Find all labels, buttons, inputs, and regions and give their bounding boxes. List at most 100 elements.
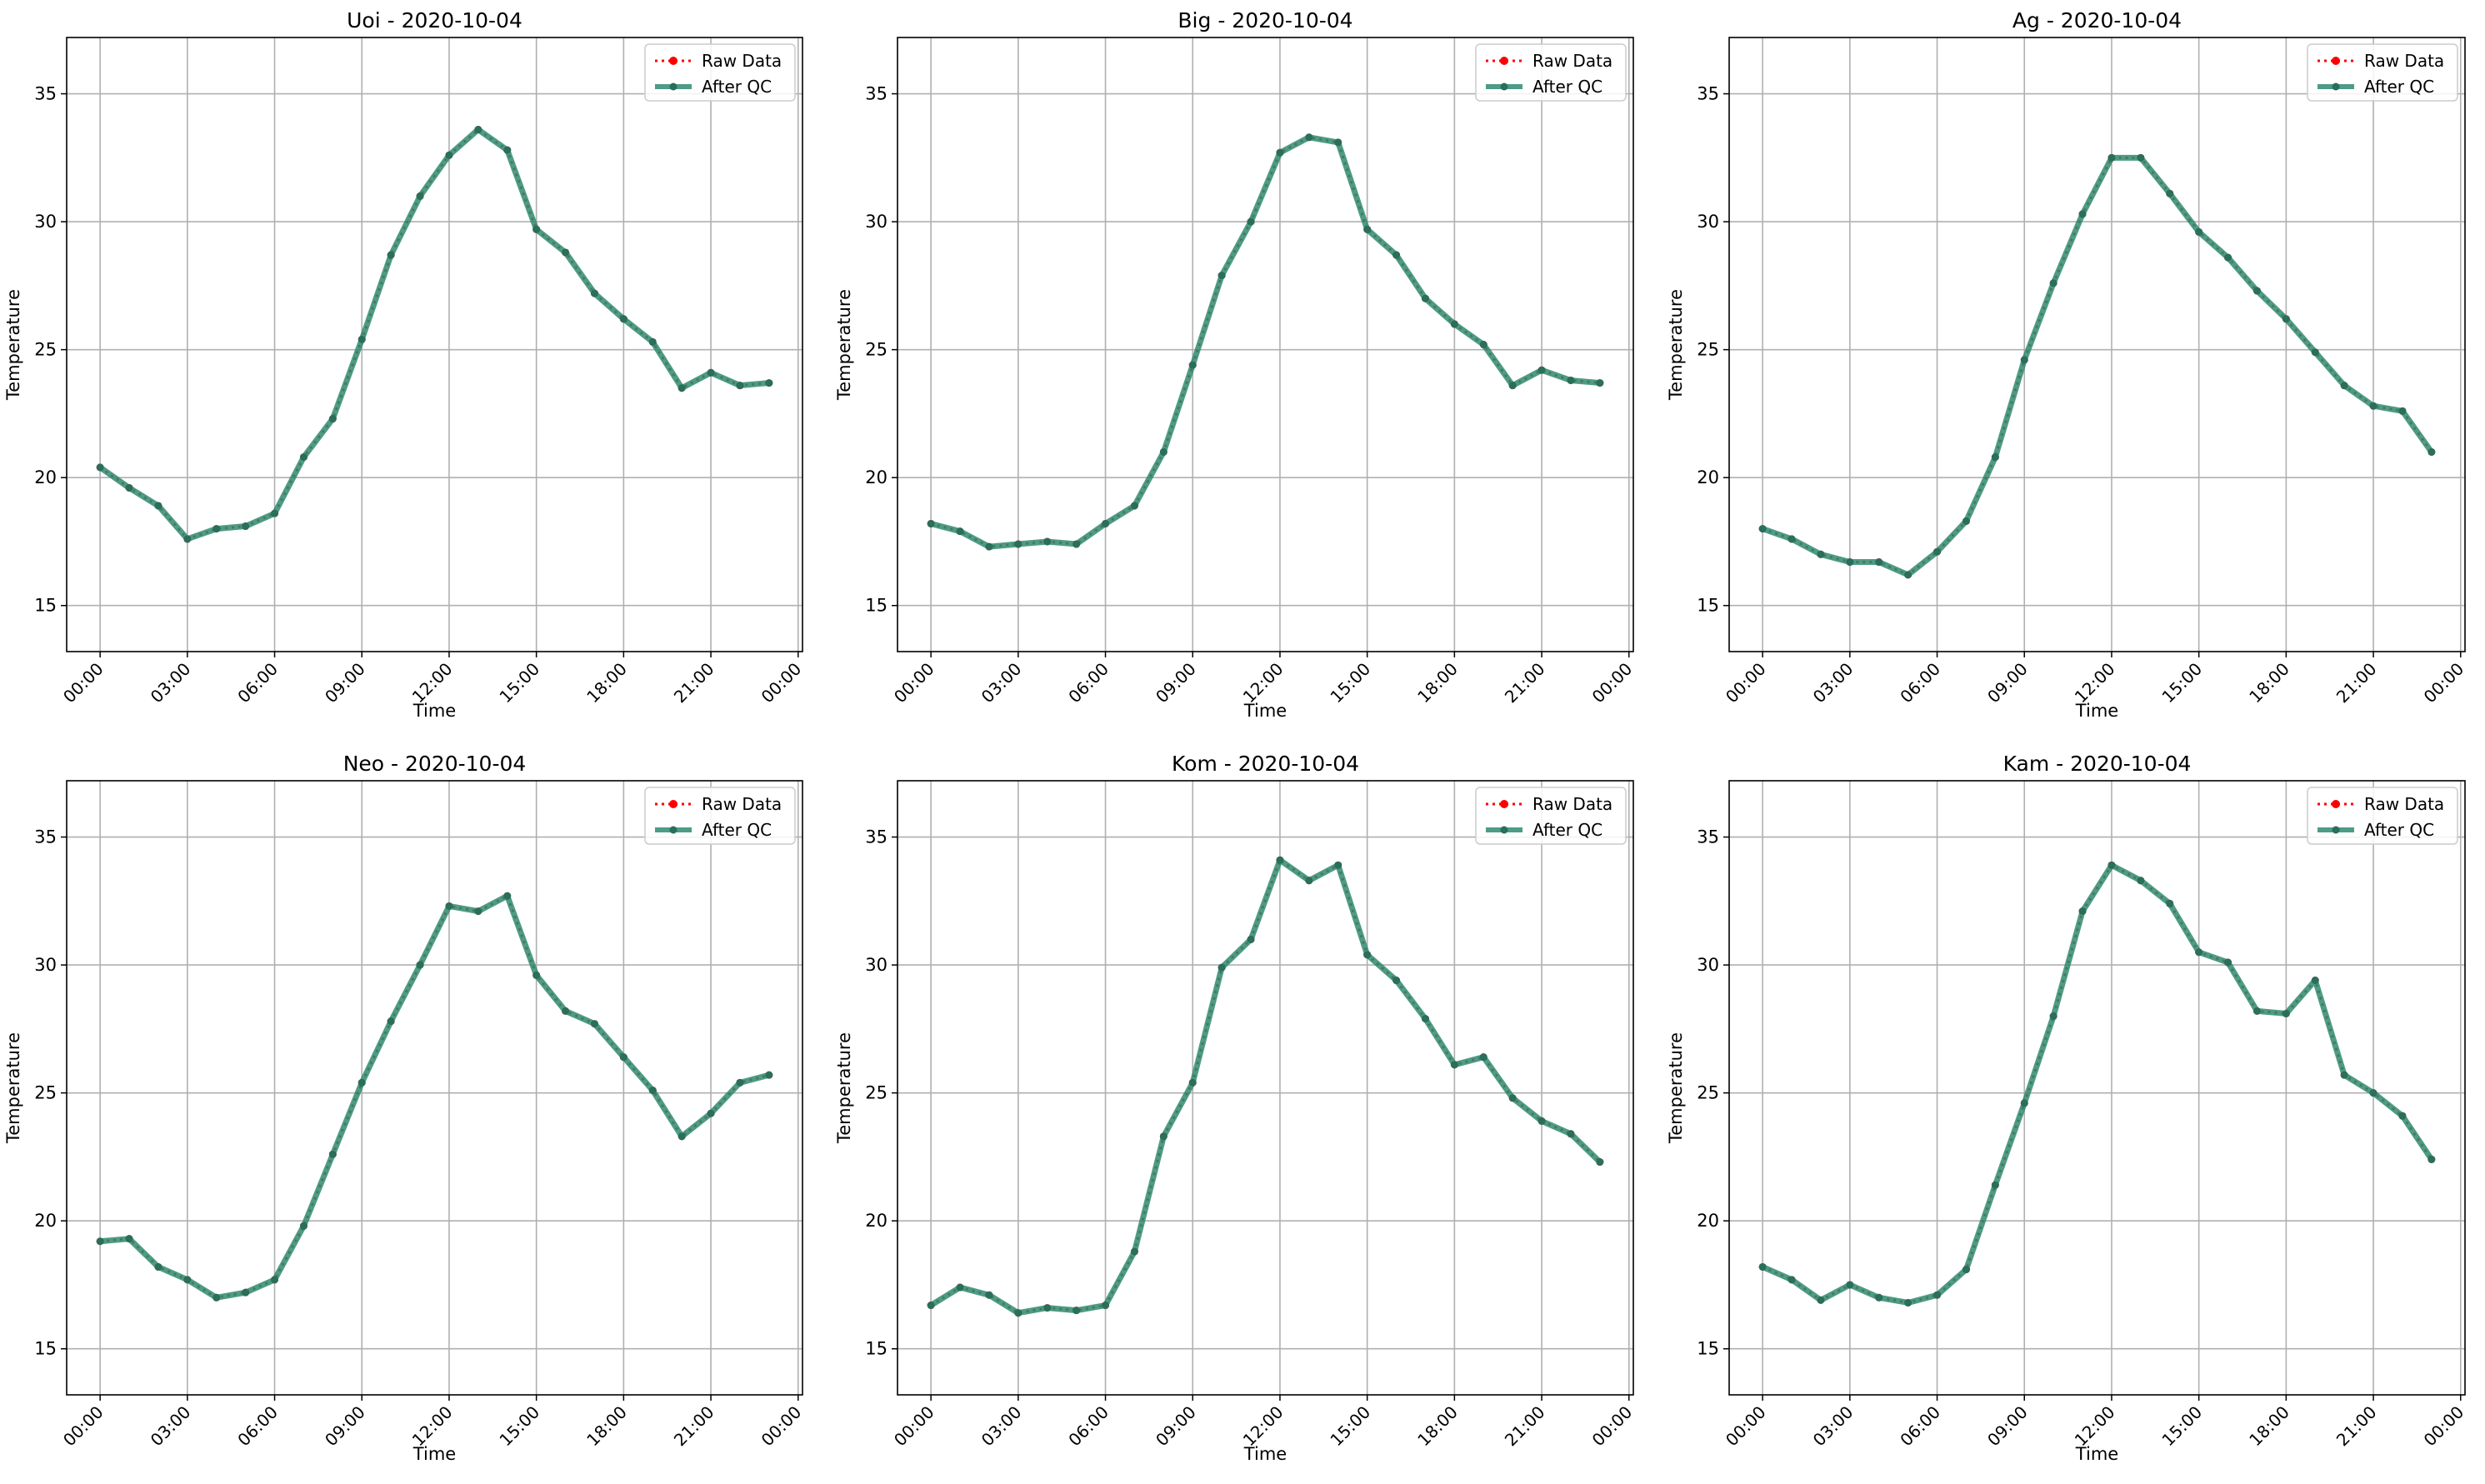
- y-tick-label: 25: [1697, 340, 1719, 360]
- y-tick-label: 35: [865, 827, 888, 847]
- legend: Raw Data After QC: [644, 787, 796, 845]
- after-qc-point: [2020, 1099, 2028, 1107]
- y-tick-label: 15: [865, 596, 888, 616]
- after-qc-point: [1904, 1298, 1912, 1307]
- after-qc-point: [2311, 977, 2319, 985]
- subplot-0: 00:00 03:00 06:00 09:00 12:00 15:00 18:00 21:00…: [3, 8, 805, 721]
- after-qc-point: [271, 1276, 279, 1284]
- after-qc-point: [707, 1109, 715, 1117]
- y-axis-label: Temperature: [3, 289, 23, 401]
- after-qc-point: [503, 892, 512, 900]
- x-tick-label: 06:00: [233, 1402, 282, 1451]
- x-tick-label: 21:00: [1501, 1402, 1549, 1451]
- y-axis-label: Temperature: [1666, 289, 1686, 401]
- legend-raw-marker: [1500, 800, 1508, 808]
- after-qc-point: [474, 907, 482, 916]
- axes-frame: [66, 37, 803, 652]
- x-tick-label: 15:00: [2158, 659, 2206, 707]
- after-qc-point: [96, 1237, 104, 1246]
- after-qc-point: [1014, 1309, 1022, 1317]
- after-qc-point: [2369, 1089, 2378, 1097]
- x-tick-label: 00:00: [1722, 1402, 1770, 1451]
- after-qc-point: [1758, 525, 1767, 533]
- after-qc-point: [2398, 1112, 2407, 1120]
- after-qc-point: [956, 527, 964, 536]
- x-tick-label: 00:00: [890, 659, 938, 707]
- after-qc-point: [1933, 547, 1942, 556]
- x-tick-label: 09:00: [1983, 659, 2032, 707]
- after-qc-point: [474, 126, 482, 134]
- x-tick-label: 09:00: [321, 659, 369, 707]
- subplot-title: Kom - 2020-10-04: [1172, 752, 1359, 776]
- legend-raw-label: Raw Data: [2364, 794, 2444, 814]
- after-qc-point: [532, 971, 541, 979]
- legend-raw-label: Raw Data: [1532, 794, 1612, 814]
- after-qc-point: [154, 1262, 162, 1271]
- after-qc-point: [1276, 856, 1284, 864]
- x-tick-label: 15:00: [1326, 659, 1374, 707]
- after-qc-point: [96, 463, 104, 472]
- after-qc-point: [1334, 138, 1342, 147]
- after-qc-point: [183, 1276, 192, 1284]
- after-qc-point: [2108, 153, 2116, 162]
- after-qc-point: [125, 1235, 133, 1243]
- legend-qc-label: After QC: [702, 77, 772, 97]
- axes-frame: [1728, 37, 2466, 652]
- x-tick-label: 15:00: [495, 659, 543, 707]
- y-axis-label: Temperature: [1666, 1032, 1686, 1144]
- after-qc-point: [2166, 189, 2174, 197]
- after-qc-point: [503, 146, 512, 154]
- after-qc-point: [1247, 935, 1255, 943]
- axes-frame: [1728, 780, 2466, 1396]
- after-qc-point: [2166, 899, 2174, 907]
- x-tick-label: 09:00: [321, 1402, 369, 1451]
- after-qc-point: [2282, 1009, 2290, 1017]
- after-qc-point: [1392, 251, 1401, 259]
- after-qc-point: [2078, 907, 2087, 916]
- after-qc-point: [985, 542, 993, 551]
- y-tick-label: 30: [1697, 212, 1719, 232]
- legend-qc-marker: [1500, 826, 1508, 834]
- y-tick-label: 30: [865, 955, 888, 975]
- after-qc-point: [1188, 361, 1197, 369]
- after-qc-point: [1130, 502, 1138, 510]
- x-tick-label: 18:00: [2245, 1402, 2293, 1451]
- after-qc-point: [736, 382, 744, 390]
- after-qc-point: [1363, 225, 1372, 233]
- after-qc-point: [678, 384, 686, 392]
- x-tick-label: 21:00: [670, 659, 718, 707]
- after-qc-point: [1817, 1296, 1825, 1304]
- after-qc-point: [1159, 447, 1168, 456]
- x-tick-label: 06:00: [233, 659, 282, 707]
- after-qc-point: [1363, 951, 1372, 959]
- after-qc-point: [985, 1291, 993, 1299]
- axes-frame: [897, 37, 1634, 652]
- legend-qc-label: After QC: [702, 820, 772, 840]
- after-qc-point: [562, 1007, 570, 1015]
- after-qc-point: [1043, 537, 1052, 546]
- y-tick-label: 15: [1697, 596, 1719, 616]
- after-qc-point: [1479, 341, 1488, 348]
- x-tick-label: 00:00: [758, 659, 806, 707]
- y-tick-label: 25: [34, 1083, 57, 1103]
- x-axis-label: Time: [2075, 1444, 2118, 1464]
- after-qc-point: [927, 519, 935, 527]
- subplot-4: 00:00 03:00 06:00 09:00 12:00 15:00 18:00 21:00…: [834, 752, 1636, 1464]
- after-qc-point: [1567, 1130, 1575, 1138]
- y-tick-label: 20: [1697, 1211, 1719, 1231]
- y-tick-label: 25: [34, 340, 57, 360]
- after-qc-point: [299, 1222, 308, 1230]
- subplot-title: Neo - 2020-10-04: [343, 752, 527, 776]
- y-tick-label: 20: [865, 1211, 888, 1231]
- x-tick-label: 06:00: [1064, 659, 1112, 707]
- x-tick-label: 21:00: [1501, 659, 1549, 707]
- after-qc-point: [1538, 366, 1546, 374]
- y-tick-label: 15: [34, 596, 57, 616]
- after-qc-point: [2340, 382, 2348, 390]
- after-qc-line: [99, 892, 770, 1301]
- y-tick-label: 35: [34, 827, 57, 847]
- y-tick-label: 35: [865, 84, 888, 104]
- after-qc-point: [1991, 453, 1999, 462]
- x-tick-label: 00:00: [890, 1402, 938, 1451]
- x-tick-label: 12:00: [408, 1402, 457, 1451]
